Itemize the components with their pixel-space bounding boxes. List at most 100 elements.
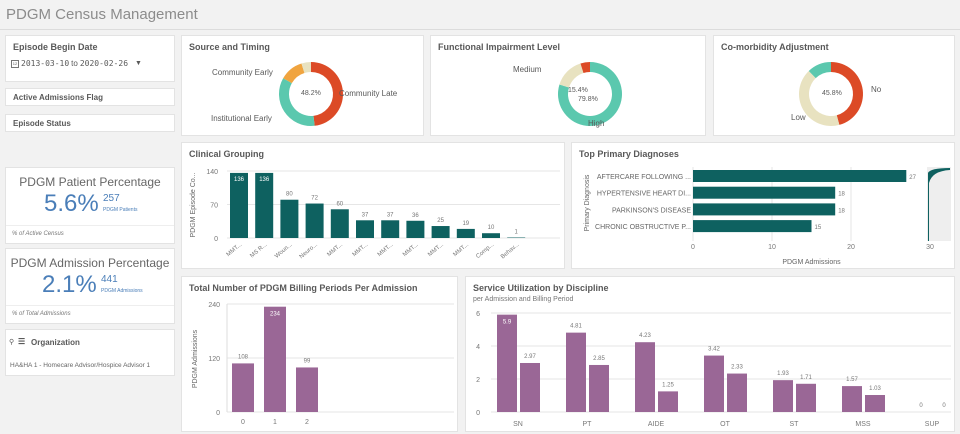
- y-axis-label: PDGM Admissions: [192, 329, 199, 388]
- data-label: 37: [362, 212, 369, 218]
- donut-chart: [279, 62, 343, 126]
- filter-label: Organization: [31, 338, 80, 347]
- episode-begin-date-filter[interactable]: Episode Begin Date 12 2013-03-10 to 2020…: [5, 35, 175, 82]
- donut-slice: [799, 70, 840, 126]
- chevron-down-icon[interactable]: ▼: [135, 60, 142, 67]
- x-tick-label: MMT...: [377, 242, 395, 258]
- y-tick-label: 240: [208, 302, 220, 309]
- data-label: 1.25: [662, 382, 674, 388]
- divider: [0, 29, 960, 30]
- chart-title: Clinical Grouping: [189, 149, 265, 159]
- donut-slice: [279, 78, 315, 126]
- source-timing-panel: Source and Timing Community Early Commun…: [181, 35, 424, 136]
- x-tick-label: Neuro...: [299, 242, 319, 261]
- donut-slice: [283, 63, 305, 84]
- episode-status-filter[interactable]: Episode Status: [5, 114, 175, 132]
- search-icon[interactable]: ⚲: [9, 339, 15, 346]
- data-label: 2.97: [524, 354, 536, 360]
- x-tick-label: MMT...: [452, 242, 470, 258]
- data-label: 25: [437, 218, 444, 224]
- x-axis-label: PDGM Admissions: [782, 259, 841, 266]
- y-tick-label: 0: [214, 236, 218, 243]
- data-label: 80: [286, 192, 293, 198]
- y-tick-label: 0: [216, 410, 220, 417]
- top-primary-diagnoses-panel: Top Primary Diagnoses 0 10 20 30 PDGM Admiss…: [571, 142, 955, 269]
- active-admissions-flag-filter[interactable]: Active Admissions Flag: [5, 88, 175, 106]
- filter-label: Episode Status: [13, 119, 71, 128]
- bar: [255, 172, 274, 238]
- donut-slice: [831, 62, 863, 125]
- x-tick-label: MSS: [855, 421, 871, 428]
- bar-chart: 0 120 240 PDGM Admissions 108 0 234 1 99 2: [192, 302, 454, 426]
- kpi-footer: % of Total Admissions: [6, 305, 174, 323]
- organization-value[interactable]: HA&HA 1 - Homecare Advisor/Hospice Advis…: [10, 362, 151, 369]
- bar: [693, 186, 836, 199]
- bar: [264, 306, 286, 412]
- data-label: 37: [387, 212, 394, 218]
- x-tick-label: MMT...: [326, 242, 344, 258]
- data-label: 27: [909, 175, 916, 181]
- bar: [842, 386, 862, 412]
- y-tick-label: PARKINSON'S DISEASE: [612, 207, 691, 214]
- chart-title: Top Primary Diagnoses: [579, 149, 679, 159]
- kpi-footer: % of Active Census: [6, 225, 174, 243]
- date-to-label: to: [71, 59, 78, 68]
- x-tick-label: 0: [691, 244, 695, 251]
- scrollbar: [927, 167, 951, 241]
- bar: [482, 233, 500, 238]
- kpi-value: 2.1%: [42, 271, 97, 298]
- bar: [693, 220, 812, 233]
- bar-chart: 0 2 4 6 5.9 2.97 SN 4.81 2.85 PT 4.23 1.25 AIDE 3.42 2…: [476, 311, 951, 428]
- bar: [658, 391, 678, 412]
- bar: [865, 395, 885, 412]
- slice-label: No: [871, 85, 882, 94]
- donut-slice: [558, 62, 622, 126]
- x-tick-label: MMT...: [427, 242, 445, 258]
- app-title: PDGM Census Management: [6, 6, 198, 23]
- data-label: 1: [515, 230, 519, 236]
- x-tick-label: SN: [513, 421, 523, 428]
- center-label: 79.8%: [578, 96, 598, 103]
- kpi-secondary: 257: [103, 193, 120, 204]
- data-label: 15: [815, 225, 822, 231]
- x-tick-label: 1: [273, 419, 277, 426]
- chart-title: Total Number of PDGM Billing Periods Per…: [189, 283, 418, 293]
- x-tick-label: 10: [768, 244, 776, 251]
- data-label: 1.71: [800, 375, 812, 381]
- kpi-admission-percentage: PDGM Admission Percentage 2.1% 441 PDGM …: [5, 248, 175, 324]
- bar: [330, 209, 349, 238]
- x-tick-label: MMT...: [402, 242, 420, 258]
- slice-label: High: [588, 119, 605, 128]
- kpi-secondary-label: PDGM Patients: [103, 207, 138, 213]
- functional-impairment-panel: Functional Impairment Level Medium High …: [430, 35, 706, 136]
- kpi-title: PDGM Admission Percentage: [10, 256, 170, 270]
- data-label: 4.23: [639, 333, 651, 339]
- kpi-patient-percentage: PDGM Patient Percentage 5.6% 257 PDGM Pa…: [5, 167, 175, 244]
- donut-chart: [558, 62, 622, 126]
- bar: [589, 364, 609, 412]
- bar: [381, 220, 400, 238]
- x-tick-label: PT: [583, 421, 593, 428]
- filter-label: Episode Begin Date: [13, 42, 98, 52]
- scrollbar-thumb: [928, 168, 950, 241]
- kpi-secondary-label: PDGM Admissions: [101, 288, 143, 294]
- data-label: 4.81: [570, 324, 582, 330]
- bar: [796, 383, 816, 412]
- donut-slice: [580, 62, 590, 73]
- data-label: 2.33: [731, 365, 743, 371]
- data-label: 18: [838, 192, 845, 198]
- bar: [230, 172, 248, 238]
- bar: [520, 362, 540, 412]
- date-range-picker[interactable]: 12 2013-03-10 to 2020-02-26 ▼: [11, 59, 142, 68]
- donut-slice: [559, 63, 584, 88]
- chart-title: Functional Impairment Level: [438, 42, 561, 52]
- organization-filter[interactable]: ⚲ ☰ Organization HA&HA 1 - Homecare Advi…: [5, 329, 175, 376]
- kpi-secondary: 441: [101, 274, 118, 285]
- donut-slice: [808, 62, 831, 79]
- data-label: 3.42: [708, 347, 720, 353]
- slice-label: Low: [791, 113, 806, 122]
- data-label: 108: [238, 354, 249, 360]
- bar: [693, 170, 907, 182]
- x-tick-label: OT: [720, 421, 730, 428]
- data-label: 36: [412, 213, 419, 219]
